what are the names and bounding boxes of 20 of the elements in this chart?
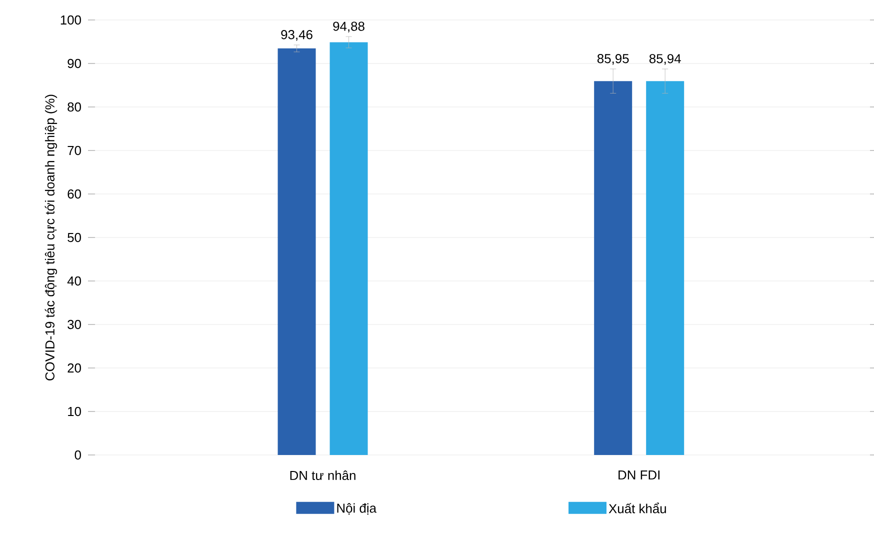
- x-tick-label: DN FDI: [618, 470, 660, 480]
- y-tick-label: 70: [68, 146, 81, 156]
- y-tick-label: 90: [68, 58, 81, 68]
- y-tick-label: 50: [68, 232, 81, 242]
- y-tick-label: 40: [67, 276, 81, 286]
- y-tick-label: 30: [68, 320, 81, 330]
- y-tick-label: 80: [68, 102, 81, 112]
- y-tick-label: 0: [74, 450, 81, 460]
- data-label: 93,46: [281, 30, 312, 41]
- x-tick-label: DN tư nhân: [290, 470, 356, 480]
- data-label: 85,94: [649, 54, 681, 65]
- y-tick-label: 100: [60, 15, 81, 25]
- y-axis-title: COVID-19 tác động tiêu cực tới doanh nghiệp (%): [44, 94, 58, 380]
- legend-label: Xuất khẩu: [608, 502, 666, 514]
- data-label: 85,95: [597, 54, 629, 65]
- y-tick-label: 20: [68, 363, 81, 373]
- y-tick-label: 10: [68, 406, 81, 416]
- data-label: 94,88: [333, 22, 364, 32]
- y-tick-label: 60: [68, 189, 81, 199]
- legend-label: Nội địa: [337, 503, 376, 515]
